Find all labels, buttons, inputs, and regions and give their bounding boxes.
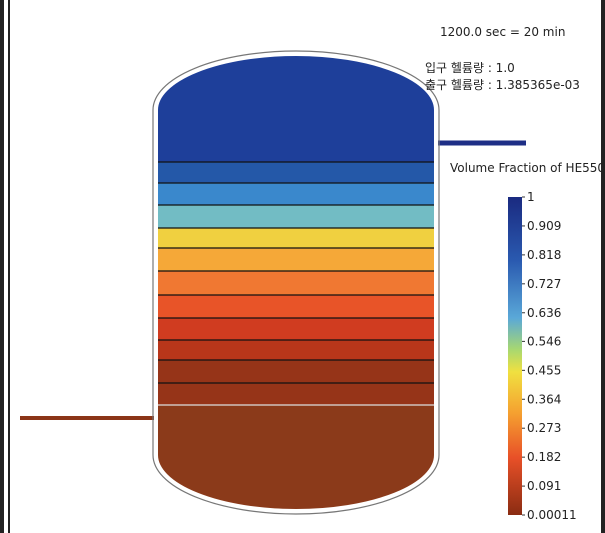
band — [150, 318, 450, 340]
colorbar-tick-label: 0.091 — [527, 479, 561, 493]
band — [150, 183, 450, 205]
left-frame — [0, 0, 4, 533]
colorbar-tick-label: 0.909 — [527, 219, 561, 233]
left-frame-inner — [8, 0, 10, 533]
colorbar-tick-label: 0.182 — [527, 450, 561, 464]
band — [150, 340, 450, 360]
band — [150, 40, 450, 162]
colorbar-tick-label: 0.273 — [527, 421, 561, 435]
colorbar-tick-label: 0.364 — [527, 392, 561, 406]
colorbar-tick-label: 0.455 — [527, 363, 561, 377]
colorbar-tick-label: 0.818 — [527, 248, 561, 262]
colorbar-tick-label: 0.727 — [527, 277, 561, 291]
time-label: 1200.0 sec = 20 min — [440, 25, 565, 39]
colorbar — [508, 197, 522, 515]
colorbar-title: Volume Fraction of HE550 — [450, 161, 605, 175]
inlet-label: 입구 헬륨량 : 1.0 — [425, 61, 515, 75]
band — [150, 228, 450, 248]
outlet-label: 출구 헬륨량 : 1.385365e-03 — [425, 78, 580, 92]
band — [150, 162, 450, 183]
vessel-contents — [150, 40, 450, 525]
scene: 1200.0 sec = 20 min 입구 헬륨량 : 1.0 출구 헬륨량 … — [0, 0, 605, 533]
colorbar-tick-label: 1 — [527, 190, 535, 204]
band — [150, 295, 450, 318]
colorbar-tick-label: 0.636 — [527, 306, 561, 320]
band — [150, 248, 450, 271]
page: 1200.0 sec = 20 min 입구 헬륨량 : 1.0 출구 헬륨량 … — [0, 0, 605, 533]
band — [150, 205, 450, 228]
right-frame — [601, 0, 605, 533]
colorbar-tick-label: 0.00011 — [527, 508, 577, 522]
band — [150, 405, 450, 525]
band — [150, 271, 450, 295]
colorbar-tick-label: 0.546 — [527, 334, 561, 348]
